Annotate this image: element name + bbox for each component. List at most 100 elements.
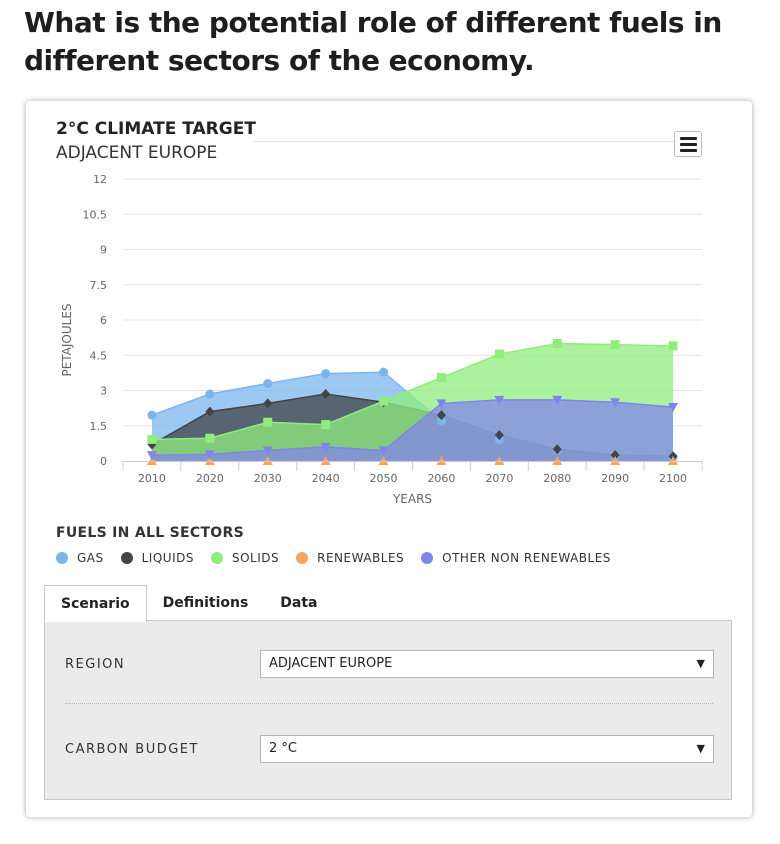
y-axis-label: PETAJOULES	[60, 303, 74, 376]
tab-definitions[interactable]: Definitions	[162, 595, 249, 611]
line-solids	[151, 342, 674, 441]
point-other-non-renewables	[204, 450, 215, 460]
point-gas	[147, 410, 157, 420]
legend-item-solids[interactable]: SOLIDS	[210, 551, 280, 565]
control-tabs: Scenario Definitions Data	[44, 585, 334, 622]
point-other-non-renewables	[320, 442, 331, 452]
tab-scenario[interactable]: Scenario	[44, 585, 147, 622]
y-tick-label: 7.5	[90, 279, 108, 292]
region-label: REGION	[65, 657, 126, 672]
point-renewables	[146, 456, 157, 465]
point-liquids	[494, 430, 504, 441]
area-chart: 0 1.5 3 4.5 6 7.5 9 10.5 12 2010 2020 2030 2040 2050 2…	[60, 173, 703, 506]
point-renewables	[320, 456, 331, 465]
point-other-non-renewables	[436, 399, 447, 409]
legend-item-other-non-renewables[interactable]: OTHER NON RENEWABLES	[421, 551, 611, 565]
point-renewables	[552, 456, 563, 465]
x-tick-label: 2070	[485, 472, 513, 485]
carbon-budget-label: CARBON BUDGET	[65, 742, 199, 757]
legend-item-renewables[interactable]: RENEWABLES	[296, 551, 404, 565]
chart-title: 2°C CLIMATE TARGET	[56, 119, 256, 139]
y-tick-label: 12	[93, 173, 107, 186]
region-select[interactable]: ADJACENT EUROPE ▼	[260, 650, 714, 678]
scenario-panel: REGION ADJACENT EUROPE ▼ CARBON BUDGET 2…	[44, 620, 732, 800]
line-other-non-renewables	[151, 399, 674, 456]
point-other-non-renewables	[668, 402, 679, 412]
point-solids	[494, 349, 504, 359]
legend-marker	[120, 552, 133, 564]
title-divider	[254, 141, 674, 142]
point-other-non-renewables	[378, 446, 389, 456]
x-tick-label: 2100	[659, 472, 687, 485]
point-solids	[610, 340, 620, 350]
point-solids	[147, 434, 157, 444]
carbon-budget-select[interactable]: 2 °C ▼	[260, 735, 714, 763]
x-tick-label: 2080	[543, 472, 571, 485]
area-other-non-renewables	[151, 399, 674, 461]
point-renewables	[494, 456, 505, 465]
x-tick-label: 2040	[312, 472, 340, 485]
point-liquids	[205, 406, 215, 417]
y-tick-label: 1.5	[90, 420, 108, 433]
x-tick-label: 2090	[601, 472, 629, 485]
legend-marker	[421, 552, 434, 564]
point-solids	[436, 373, 446, 383]
legend-label: SOLIDS	[231, 551, 280, 565]
x-tick-label: 2030	[254, 472, 282, 485]
point-liquids	[321, 389, 331, 400]
point-gas	[379, 367, 389, 377]
legend-item-gas[interactable]: GAS	[56, 551, 104, 565]
x-axis-label: YEARS	[392, 492, 432, 506]
point-gas	[205, 389, 215, 399]
point-other-non-renewables	[262, 446, 273, 456]
point-gas	[321, 369, 331, 379]
x-tick-label: 2060	[427, 472, 455, 485]
point-renewables	[610, 456, 621, 465]
x-tick-label: 2010	[138, 472, 166, 485]
point-solids	[552, 339, 562, 348]
point-solids	[321, 420, 331, 430]
legend-marker	[210, 552, 223, 564]
y-tick-label: 4.5	[90, 349, 108, 362]
point-gas	[436, 416, 446, 426]
point-renewables	[262, 456, 273, 465]
point-solids	[379, 396, 389, 406]
legend-marker	[296, 552, 309, 564]
y-tick-label: 3	[100, 385, 107, 398]
point-solids	[205, 433, 215, 443]
legend-item-liquids[interactable]: LIQUIDS	[120, 551, 194, 565]
point-renewables	[378, 456, 389, 465]
point-liquids	[552, 444, 562, 455]
legend-title: FUELS IN ALL SECTORS	[56, 525, 244, 541]
point-liquids	[263, 398, 273, 409]
legend-label: LIQUIDS	[141, 551, 194, 565]
legend-label: GAS	[77, 551, 104, 565]
chevron-down-icon: ▼	[696, 657, 705, 670]
legend-label: OTHER NON RENEWABLES	[442, 551, 611, 565]
point-other-non-renewables	[610, 398, 621, 408]
x-tick-label: 2050	[370, 472, 398, 485]
point-gas	[263, 378, 273, 388]
point-other-non-renewables	[552, 395, 563, 405]
point-solids	[668, 341, 678, 351]
point-solids	[263, 417, 273, 427]
legend-label: RENEWABLES	[317, 551, 405, 565]
legend-marker	[56, 552, 68, 564]
chart-legend: GAS LIQUIDS SOLIDS RENEWABLES OTHER NON RENE…	[56, 551, 628, 565]
region-select-value: ADJACENT EUROPE	[269, 656, 393, 671]
point-liquids	[436, 410, 446, 421]
y-tick-label: 6	[100, 314, 107, 327]
panel-divider	[65, 703, 713, 704]
point-other-non-renewables	[494, 395, 505, 405]
y-tick-label: 9	[100, 244, 107, 257]
y-tick-label: 0	[100, 455, 107, 468]
point-renewables	[204, 456, 215, 465]
x-tick-label: 2020	[196, 472, 224, 485]
chart-menu-button[interactable]	[674, 131, 702, 157]
y-tick-label: 10.5	[83, 208, 108, 221]
chart-card: 2°C CLIMATE TARGET ADJACENT EUROPE 0 1.5 3…	[26, 101, 752, 817]
point-other-non-renewables	[146, 451, 157, 461]
tab-data[interactable]: Data	[280, 595, 318, 611]
chevron-down-icon: ▼	[696, 742, 705, 755]
point-renewables	[436, 456, 447, 465]
